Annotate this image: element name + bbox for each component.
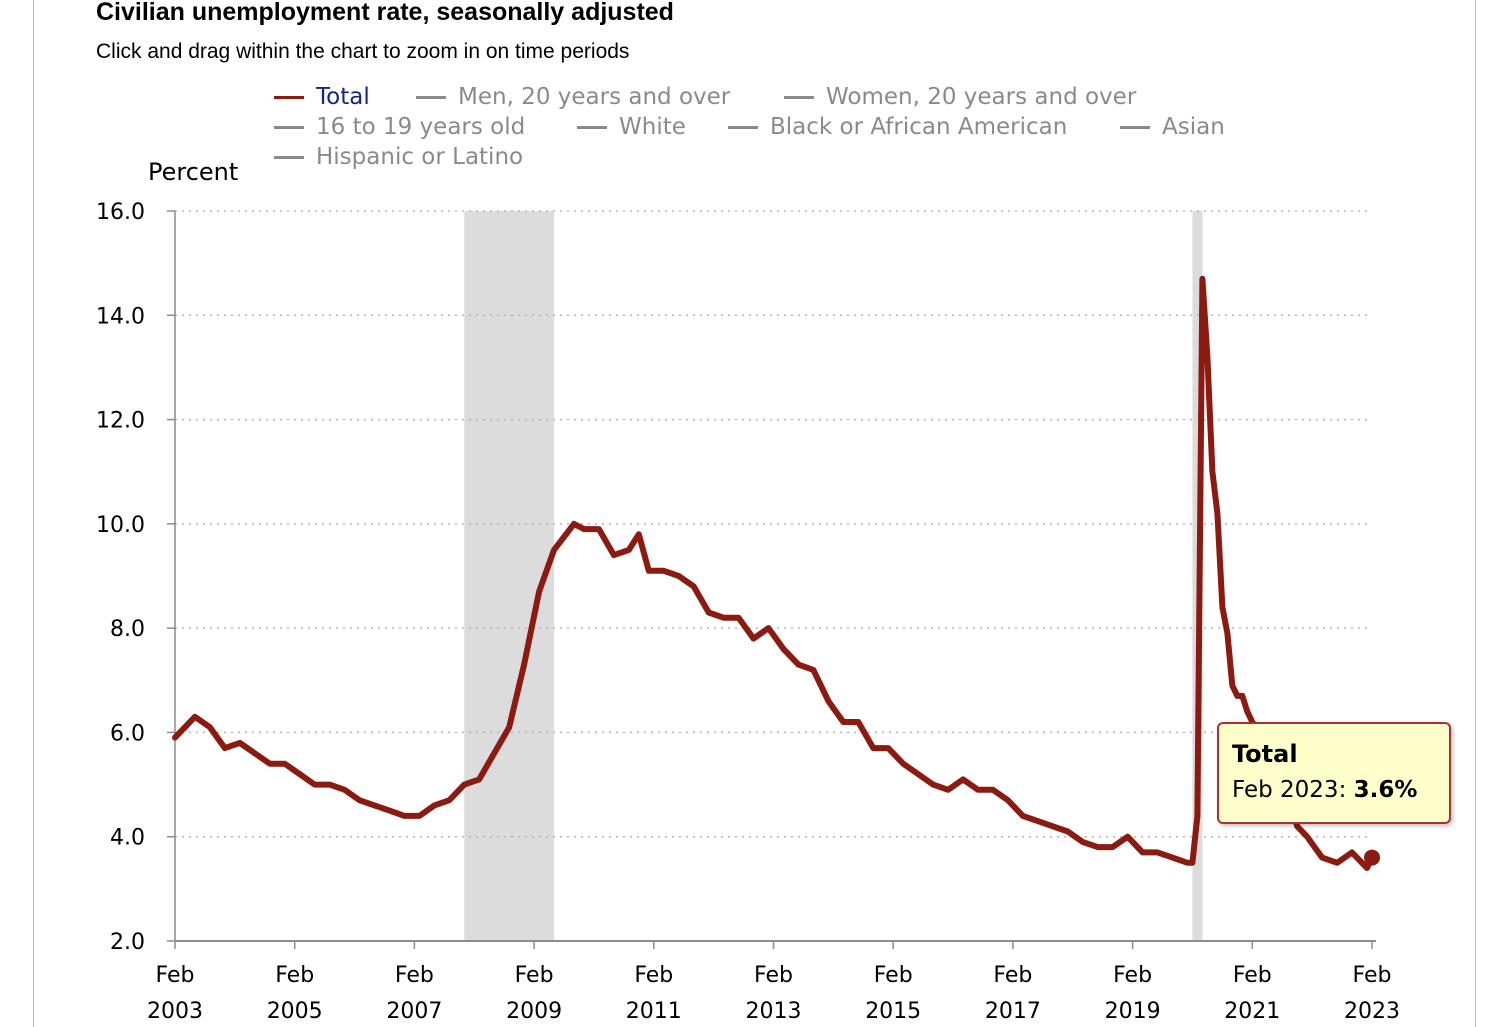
chart-frame-left-border [33,0,34,1027]
y-tick-label: 8.0 [110,617,145,642]
x-tick-label-month: Feb [1113,963,1152,988]
series-line-total [172,275,1375,871]
legend-label: Black or African American [770,114,1068,140]
x-tick-label-month: Feb [515,963,554,988]
legend-label: 16 to 19 years old [316,114,526,140]
x-tick-label-year: 2017 [985,999,1041,1024]
tooltip-series-name: Total [1232,740,1298,768]
axes: Percent 2.0 4.0 6.0 8.0 10.0 12.0 14.0 16.0 Feb 2… [96,158,1400,1024]
recession-band [464,211,555,941]
x-tick-label-month: Feb [874,963,913,988]
legend-label: Total [316,84,370,110]
x-tick-label-month: Feb [275,963,314,988]
x-tick-label-year: 2019 [1105,999,1161,1024]
legend-item-women-20-over[interactable]: Women, 20 years and over [784,84,1136,110]
y-tick-label: 2.0 [110,930,145,955]
legend-item-asian[interactable]: Asian [1120,114,1225,140]
legend-swatch [274,155,304,159]
x-tick-label-year: 2011 [626,999,682,1024]
legend-item-16-to-19[interactable]: 16 to 19 years old [274,114,525,140]
series-layer [172,275,1375,871]
y-tick-label: 12.0 [96,409,145,434]
legend-label: Hispanic or Latino [316,144,524,170]
tooltip-value: 3.6% [1353,777,1418,803]
y-tick-label: 10.0 [96,513,145,538]
x-tick-label-month: Feb [1233,963,1272,988]
tooltip-period: Feb 2023 [1232,777,1339,803]
x-tick-label-month: Feb [754,963,793,988]
legend-swatch [274,95,304,99]
legend-swatch [577,125,607,129]
legend-swatch [784,95,814,99]
x-tick-label-month: Feb [156,963,195,988]
x-tick-label-year: 2009 [506,999,562,1024]
legend-label: Women, 20 years and over [826,84,1137,110]
chart-title: Civilian unemployment rate, seasonally a… [96,0,674,26]
legend-label: White [619,114,686,140]
y-axis-title: Percent [148,158,238,186]
data-tooltip: Total Feb 2023: 3.6% [1217,722,1451,824]
y-tick-label: 14.0 [96,304,145,329]
legend-swatch [728,125,758,129]
legend-item-black-or-african-american[interactable]: Black or African American [728,114,1067,140]
x-tick-label-year: 2015 [865,999,921,1024]
legend-label: Asian [1162,114,1225,140]
x-tick-label-year: 2005 [267,999,323,1024]
x-tick-label-year: 2003 [147,999,203,1024]
tooltip-separator: : [1338,777,1347,803]
chart-subtitle: Click and drag within the chart to zoom … [96,40,630,63]
legend-item-total[interactable]: Total [274,84,370,110]
legend-swatch [1120,125,1150,129]
x-tick-label-year: 2013 [746,999,802,1024]
x-tick-label-month: Feb [1353,963,1392,988]
x-tick-label-year: 2007 [386,999,442,1024]
recession-shading-layer [464,211,1203,941]
x-tick-label-month: Feb [395,963,434,988]
legend-swatch [274,125,304,129]
x-tick-label-year: 2023 [1344,999,1400,1024]
legend-swatch [416,95,446,99]
y-tick-label: 16.0 [96,200,145,225]
chart-frame-right-border [1475,0,1476,1027]
legend-item-men-20-over[interactable]: Men, 20 years and over [416,84,730,110]
legend-item-white[interactable]: White [577,114,686,140]
marker-layer [1364,849,1380,866]
x-tick-label-month: Feb [993,963,1032,988]
y-tick-label: 6.0 [110,721,145,746]
x-tick-label-year: 2021 [1224,999,1280,1024]
legend-item-hispanic-or-latino[interactable]: Hispanic or Latino [274,144,523,170]
x-tick-label-month: Feb [634,963,673,988]
y-tick-label: 4.0 [110,826,145,851]
highlighted-point-marker [1364,849,1380,866]
legend-label: Men, 20 years and over [458,84,731,110]
tooltip-row: Feb 2023: 3.6% [1232,777,1417,803]
